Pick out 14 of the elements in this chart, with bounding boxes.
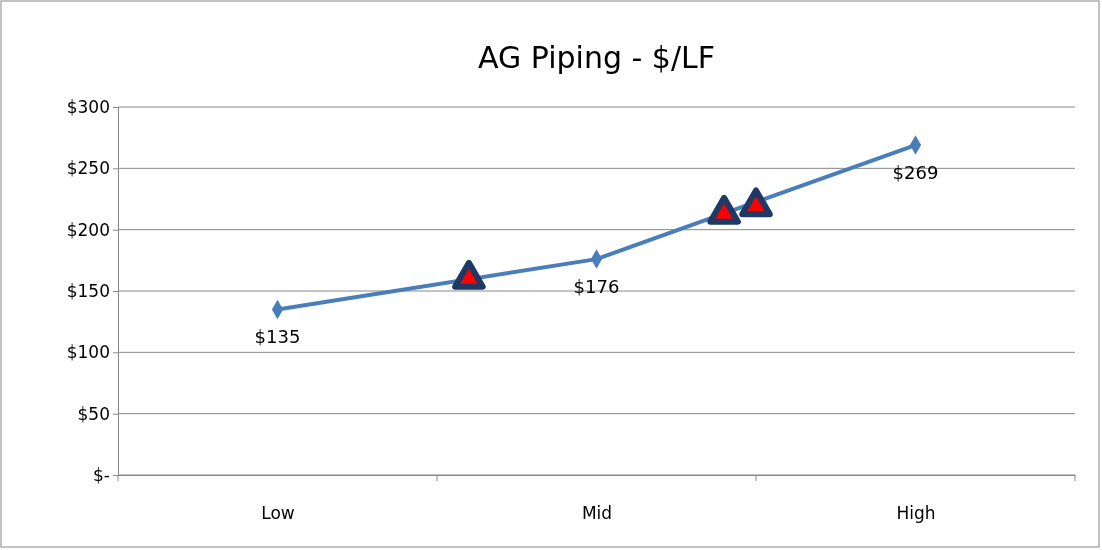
chart-title: AG Piping - $/LF <box>477 40 716 75</box>
y-tick-label: $300 <box>66 96 110 117</box>
y-tick-label: $150 <box>66 280 110 301</box>
y-tick-label: $200 <box>66 219 110 240</box>
y-tick-label: $50 <box>77 403 110 424</box>
data-label: $176 <box>573 276 620 298</box>
data-label: $135 <box>254 326 301 348</box>
x-tick-label: Low <box>261 503 295 524</box>
data-label: $269 <box>892 162 939 184</box>
x-tick-label: High <box>896 503 936 524</box>
y-tick-label: $- <box>93 464 110 485</box>
x-tick-label: Mid <box>581 503 613 524</box>
y-tick-label: $250 <box>66 158 110 179</box>
y-tick-label: $100 <box>66 342 110 363</box>
